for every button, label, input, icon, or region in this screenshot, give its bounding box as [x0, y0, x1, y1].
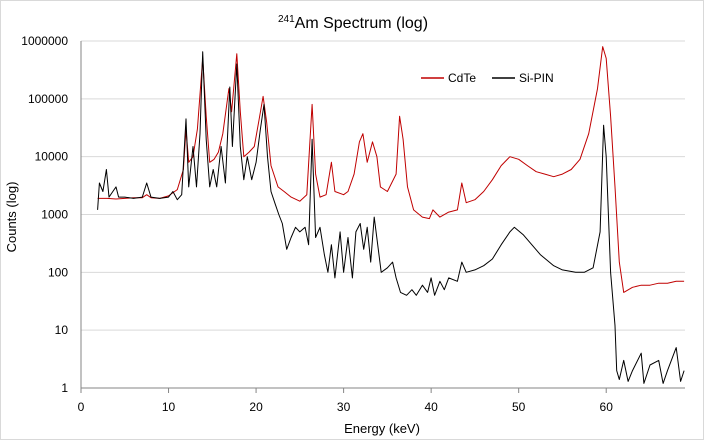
tick-label-layer: 1 10 100 1000 10000 100000 1000000 0 10 20 30 40 50 6… [21, 34, 613, 414]
chart-title-main: Am Spectrum (log) [295, 15, 428, 32]
grid-layer [81, 40, 685, 331]
legend-label-si-pin: Si-PIN [519, 71, 554, 85]
series-line-cdte [97, 46, 685, 293]
y-tick-label: 1000000 [21, 34, 68, 48]
x-tick-label: 0 [78, 400, 85, 414]
y-tick-label: 1000 [41, 208, 68, 222]
y-tick-label: 10000 [35, 150, 69, 164]
legend-label-cdte: CdTe [448, 71, 476, 85]
y-tick-label: 1 [61, 381, 68, 395]
legend: CdTe Si-PIN [421, 71, 554, 85]
chart-title-superscript: 241 [278, 14, 295, 25]
x-tick-label: 10 [162, 400, 176, 414]
x-axis-title: Energy (keV) [344, 421, 420, 436]
x-tick-label: 30 [337, 400, 351, 414]
y-tick-label: 100 [48, 265, 68, 279]
x-tick-label: 40 [424, 400, 438, 414]
y-tick-label: 10 [55, 323, 69, 337]
y-axis-title: Counts (log) [4, 182, 19, 253]
axis-layer [80, 41, 685, 393]
series-layer [97, 46, 685, 384]
x-tick-label: 20 [249, 400, 263, 414]
x-tick-label: 60 [600, 400, 614, 414]
chart-title: 241Am Spectrum (log) [278, 14, 428, 32]
x-tick-label: 50 [512, 400, 526, 414]
series-line-si-pin [97, 51, 685, 384]
y-tick-label: 100000 [28, 92, 68, 106]
